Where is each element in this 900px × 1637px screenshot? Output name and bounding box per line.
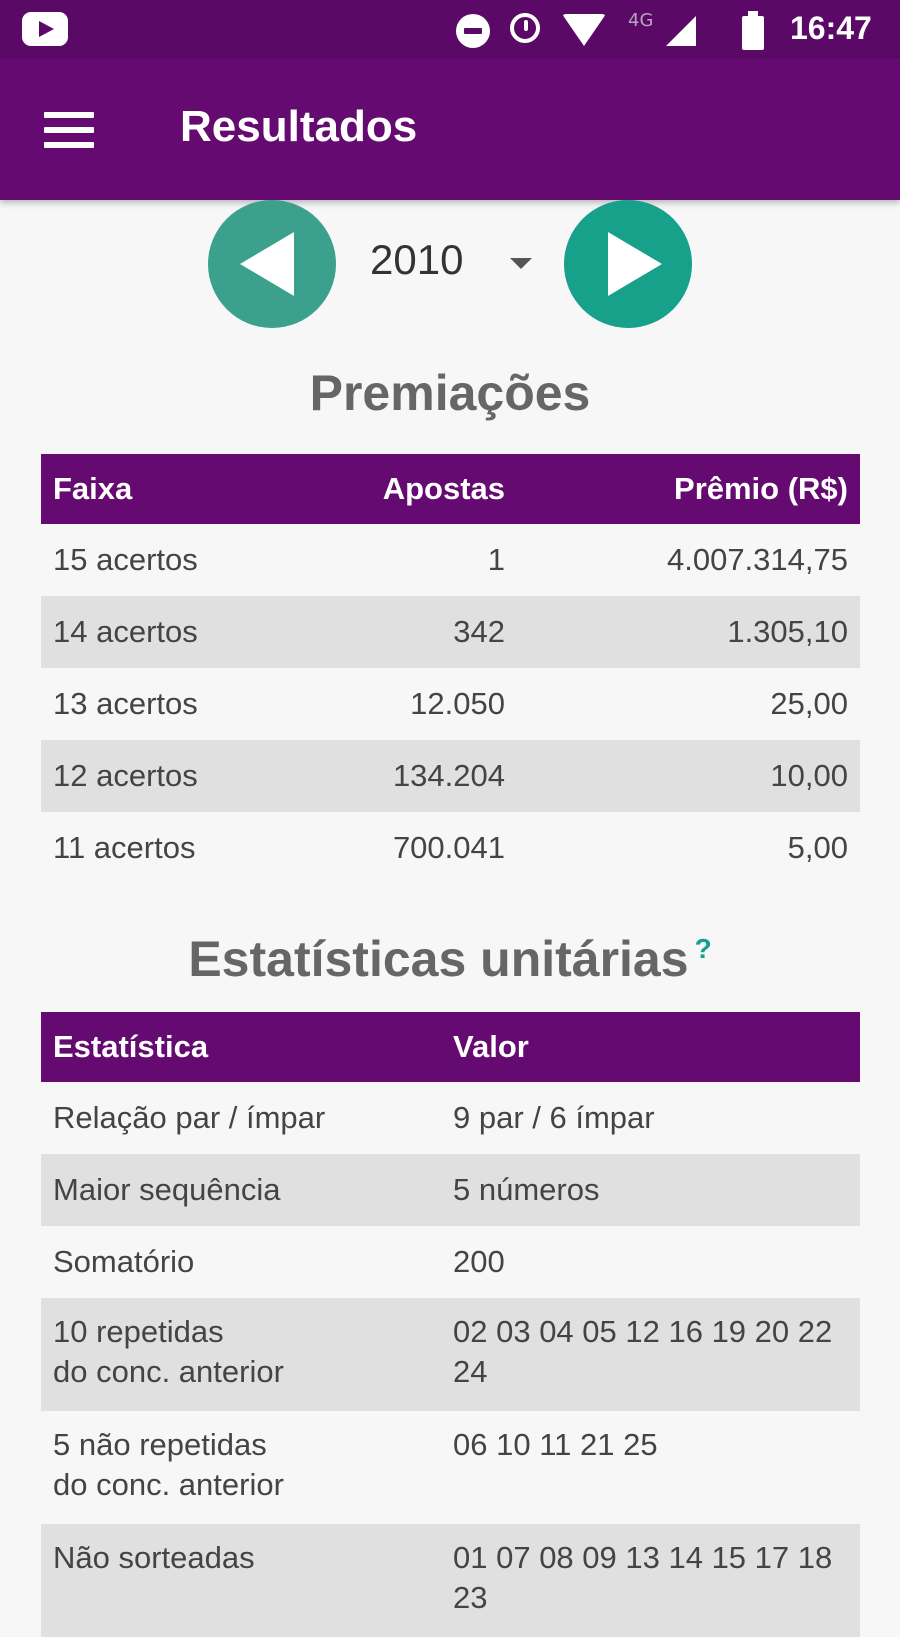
year-dropdown[interactable]: 2010 — [370, 236, 540, 296]
table-row: 5 não repetidas do conc. anterior 06 10 1… — [41, 1411, 860, 1524]
cell-valor: 9 par / 6 ímpar — [453, 1100, 655, 1135]
cell-valor: 200 — [453, 1244, 505, 1279]
header-estatistica: Estatística — [53, 1029, 209, 1064]
header-apostas: Apostas — [382, 471, 505, 506]
table-header: Estatística Valor — [41, 1012, 860, 1082]
cell-faixa: 12 acertos — [53, 758, 198, 793]
table-row: Maior sequência 5 números — [41, 1154, 860, 1226]
cell-estatistica: 10 repetidas do conc. anterior — [53, 1312, 433, 1392]
status-time: 16:47 — [790, 10, 872, 46]
alarm-icon — [510, 13, 540, 43]
signal-icon — [666, 16, 696, 46]
cell-estatistica-line2: do conc. anterior — [53, 1467, 284, 1502]
header-premio: Prêmio (R$) — [674, 471, 848, 506]
cell-valor: 5 números — [453, 1172, 600, 1207]
header-faixa: Faixa — [53, 471, 133, 506]
cell-apostas: 12.050 — [410, 686, 505, 721]
cell-faixa: 15 acertos — [53, 542, 198, 577]
estatisticas-title: Estatísticas unitárias? — [0, 930, 900, 988]
cell-premio: 5,00 — [787, 830, 848, 865]
page-title: Resultados — [180, 102, 418, 151]
table-row: 13 acertos 12.050 25,00 — [41, 668, 860, 740]
table-row: 15 acertos 1 4.007.314,75 — [41, 524, 860, 596]
premiacoes-table: Faixa Apostas Prêmio (R$) 15 acertos 1 4… — [41, 454, 860, 884]
cell-estatistica: Maior sequência — [53, 1172, 281, 1207]
cell-apostas: 134.204 — [392, 758, 505, 793]
estatisticas-table: Estatística Valor Relação par / ímpar 9 … — [41, 1012, 860, 1637]
cell-premio: 1.305,10 — [727, 614, 848, 649]
cell-premio: 10,00 — [770, 758, 848, 793]
app-bar: Resultados — [0, 58, 900, 200]
cell-valor: 02 03 04 05 12 16 19 20 22 24 — [453, 1314, 833, 1389]
network-type: 4G — [628, 10, 654, 31]
table-row: 10 repetidas do conc. anterior 02 03 04 0… — [41, 1298, 860, 1411]
wifi-icon — [562, 14, 606, 46]
table-row: Somatório 200 — [41, 1226, 860, 1298]
cell-valor: 06 10 11 21 25 — [453, 1427, 658, 1462]
cell-premio: 25,00 — [770, 686, 848, 721]
hamburger-menu-icon[interactable] — [44, 110, 96, 150]
youtube-icon — [22, 12, 68, 46]
year-value: 2010 — [370, 236, 464, 283]
premiacoes-title: Premiações — [309, 365, 591, 421]
next-year-button[interactable] — [564, 200, 692, 328]
help-icon[interactable]: ? — [694, 933, 712, 965]
header-valor: Valor — [453, 1029, 529, 1064]
table-header: Faixa Apostas Prêmio (R$) — [41, 454, 860, 524]
cell-estatistica-line1: 10 repetidas — [53, 1314, 224, 1349]
cell-estatistica-line2: do conc. anterior — [53, 1354, 284, 1389]
cell-faixa: 13 acertos — [53, 686, 198, 721]
table-row: Não sorteadas 01 07 08 09 13 14 15 17 18… — [41, 1524, 860, 1637]
cell-apostas: 1 — [487, 542, 505, 577]
cell-valor: 01 07 08 09 13 14 15 17 18 23 — [453, 1540, 833, 1615]
cell-faixa: 14 acertos — [53, 614, 198, 649]
table-row: 11 acertos 700.041 5,00 — [41, 812, 860, 884]
cell-estatistica: Não sorteadas — [53, 1540, 255, 1575]
status-bar: 4G 16:47 — [0, 0, 900, 58]
do-not-disturb-icon — [456, 14, 490, 48]
cell-premio: 4.007.314,75 — [666, 542, 848, 577]
previous-year-button[interactable] — [208, 200, 336, 328]
cell-faixa: 11 acertos — [53, 830, 196, 865]
estatisticas-title-text: Estatísticas unitárias — [188, 931, 689, 987]
arrow-left-icon — [240, 232, 294, 296]
table-row: Relação par / ímpar 9 par / 6 ímpar — [41, 1082, 860, 1154]
cell-apostas: 342 — [453, 614, 505, 649]
chevron-down-icon — [510, 258, 532, 269]
arrow-right-icon — [608, 232, 662, 296]
cell-estatistica: Somatório — [53, 1244, 195, 1279]
table-row: 14 acertos 342 1.305,10 — [41, 596, 860, 668]
cell-apostas: 700.041 — [392, 830, 505, 865]
cell-estatistica: 5 não repetidas do conc. anterior — [53, 1425, 433, 1505]
cell-estatistica: Relação par / ímpar — [53, 1100, 326, 1135]
cell-estatistica-line1: 5 não repetidas — [53, 1427, 267, 1462]
battery-icon — [742, 11, 764, 50]
table-row: 12 acertos 134.204 10,00 — [41, 740, 860, 812]
